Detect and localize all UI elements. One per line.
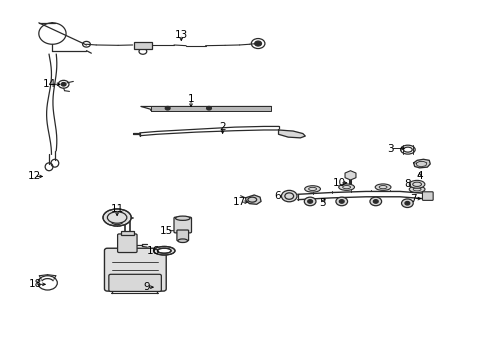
Text: 9: 9 (142, 282, 149, 292)
FancyBboxPatch shape (174, 217, 191, 233)
Ellipse shape (408, 180, 424, 188)
Ellipse shape (153, 247, 175, 255)
Text: 4: 4 (415, 171, 422, 181)
Text: 8: 8 (403, 179, 410, 189)
Text: 7: 7 (409, 194, 416, 203)
Ellipse shape (408, 186, 424, 193)
FancyBboxPatch shape (104, 248, 166, 291)
Ellipse shape (178, 239, 187, 243)
Circle shape (254, 41, 261, 46)
Ellipse shape (304, 186, 320, 192)
Circle shape (281, 190, 296, 202)
FancyBboxPatch shape (177, 230, 188, 241)
Circle shape (307, 200, 312, 203)
Text: 16: 16 (146, 246, 160, 256)
Ellipse shape (374, 184, 390, 190)
FancyBboxPatch shape (120, 231, 134, 235)
Polygon shape (413, 159, 429, 168)
FancyBboxPatch shape (133, 42, 152, 49)
Circle shape (339, 200, 344, 203)
Text: 2: 2 (219, 122, 225, 132)
FancyBboxPatch shape (109, 274, 161, 292)
Text: 1: 1 (187, 94, 194, 104)
Circle shape (401, 199, 412, 207)
Ellipse shape (157, 248, 171, 253)
Circle shape (206, 107, 211, 110)
Text: 11: 11 (110, 204, 123, 214)
Ellipse shape (338, 184, 354, 190)
Circle shape (369, 197, 381, 206)
Text: 10: 10 (332, 178, 346, 188)
Text: 13: 13 (174, 30, 187, 40)
Circle shape (372, 200, 377, 203)
Ellipse shape (103, 209, 131, 226)
Text: 6: 6 (274, 191, 280, 201)
Circle shape (404, 202, 409, 205)
Circle shape (335, 197, 347, 206)
Ellipse shape (175, 216, 190, 220)
Text: 12: 12 (28, 171, 41, 181)
Text: 5: 5 (318, 198, 325, 208)
Polygon shape (278, 130, 305, 138)
FancyBboxPatch shape (117, 234, 137, 252)
Polygon shape (245, 195, 261, 204)
Circle shape (165, 107, 170, 110)
FancyBboxPatch shape (150, 106, 271, 111)
FancyBboxPatch shape (422, 192, 432, 201)
Text: 15: 15 (160, 226, 173, 236)
Text: 14: 14 (42, 79, 56, 89)
Text: 18: 18 (29, 279, 42, 289)
Circle shape (304, 197, 315, 206)
Text: 17: 17 (233, 197, 246, 207)
Circle shape (61, 82, 66, 86)
Text: 3: 3 (386, 144, 393, 154)
